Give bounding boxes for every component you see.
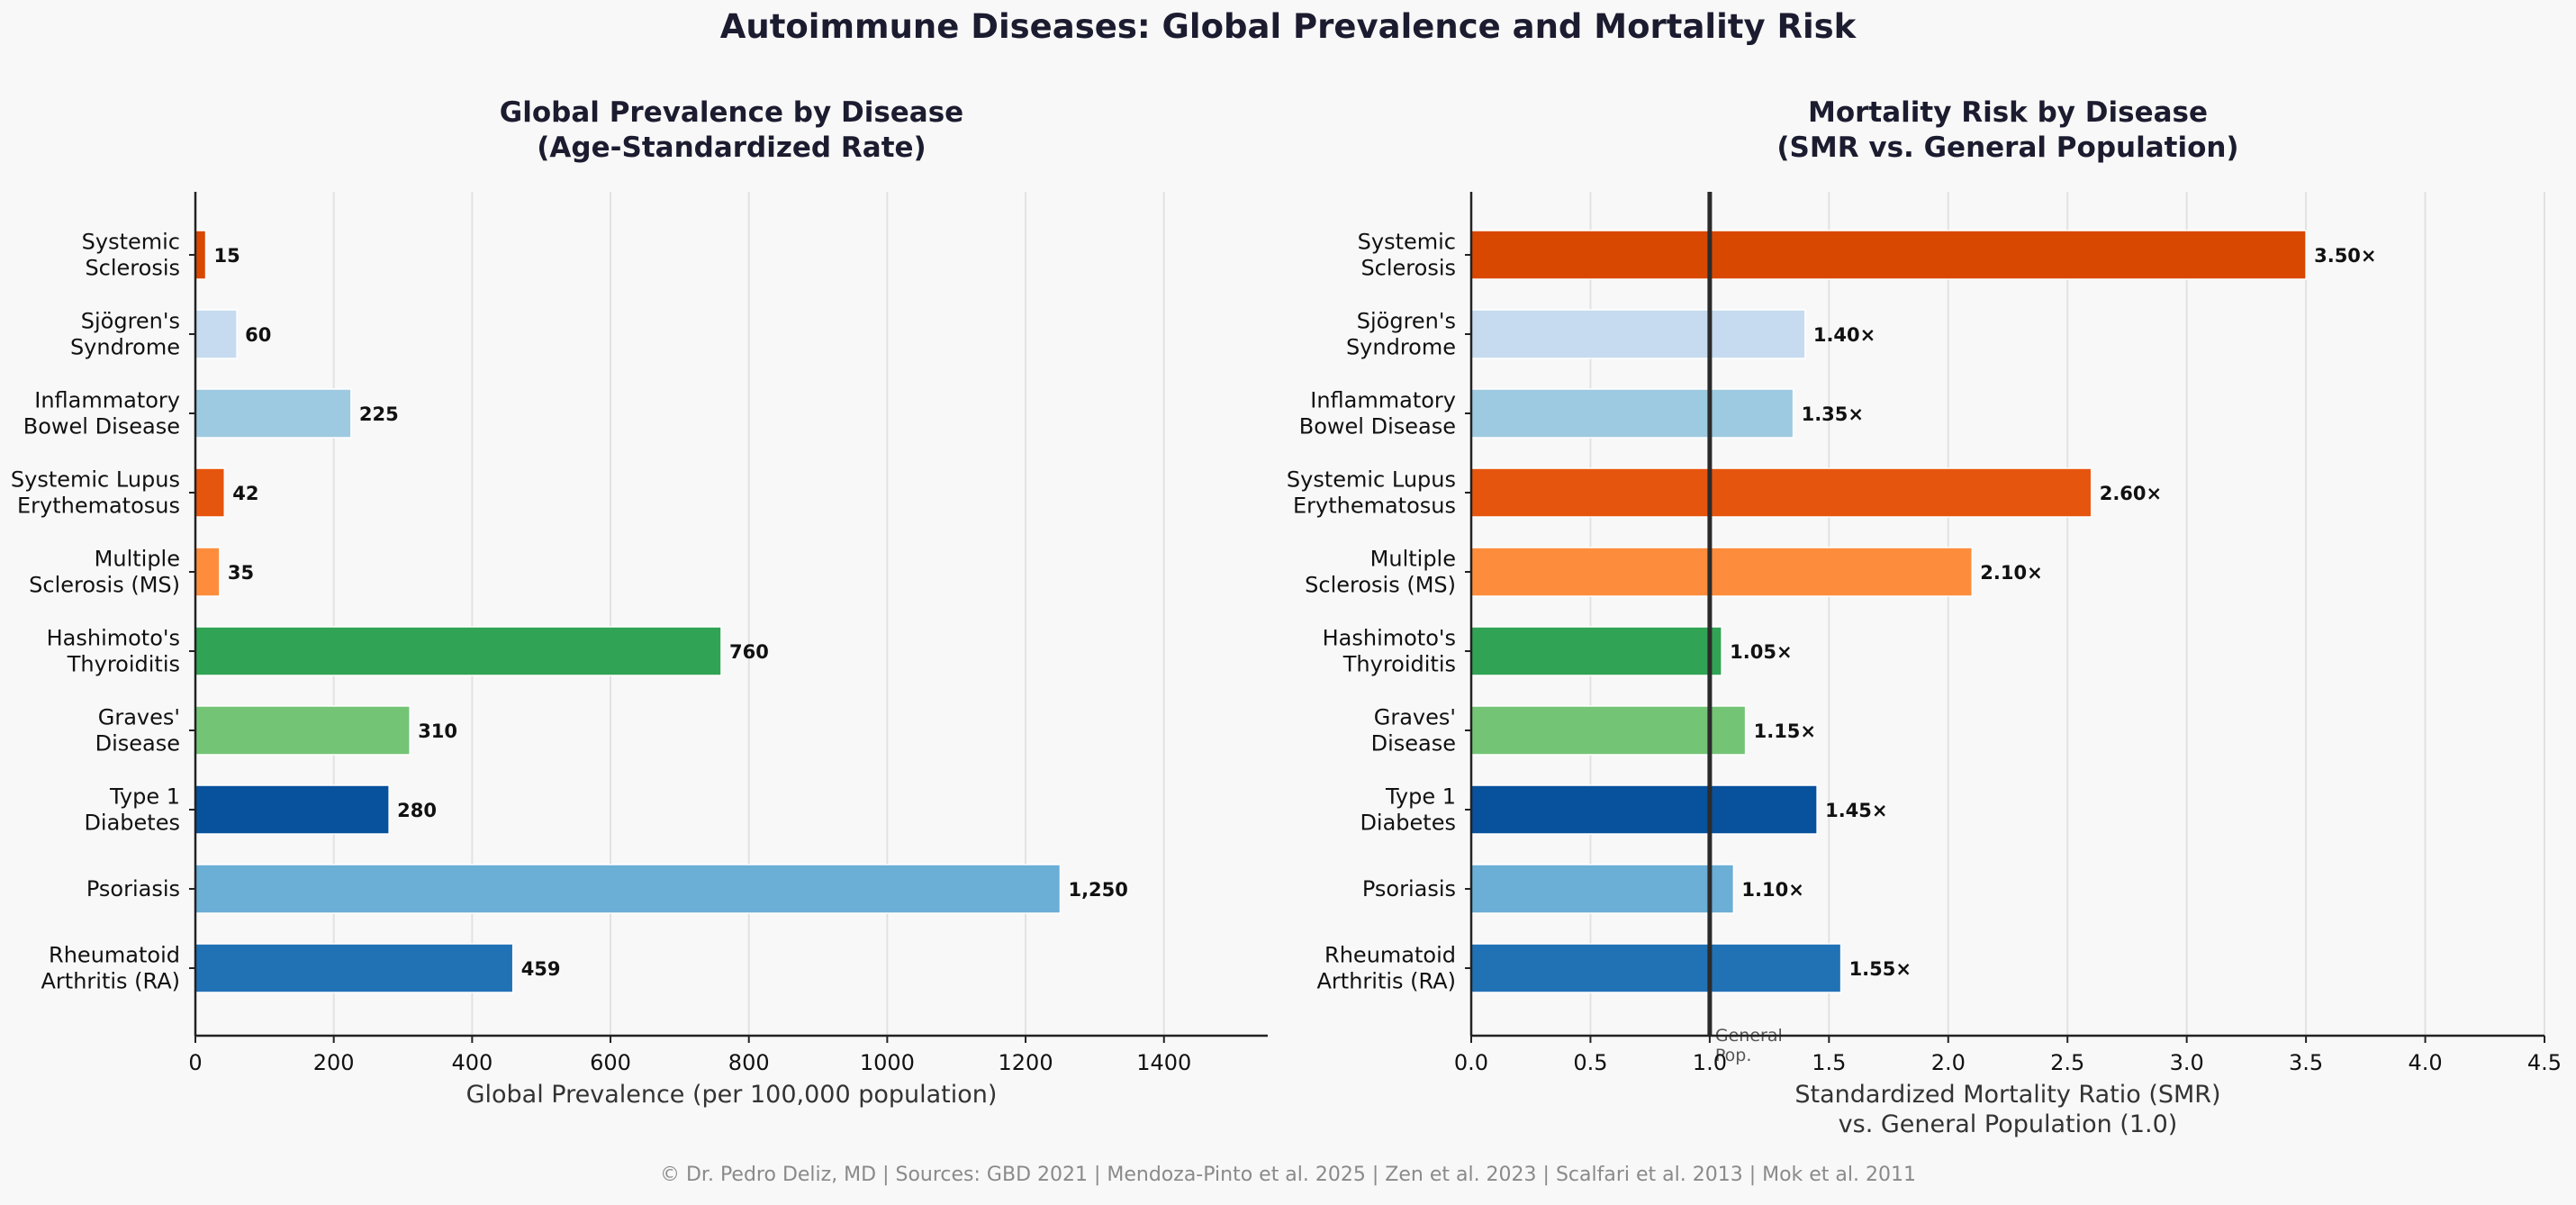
- prevalence-value-label: 760: [729, 641, 769, 663]
- prevalence-category-label: Psoriasis: [86, 876, 180, 901]
- prevalence-value-label: 225: [359, 403, 399, 425]
- prevalence-bar: [194, 626, 722, 676]
- prevalence-value-label: 42: [232, 483, 258, 504]
- mortality-bar: [1470, 626, 1722, 676]
- mortality-bar: [1470, 309, 1806, 359]
- prevalence-value-label: 459: [521, 958, 561, 980]
- prevalence-chart-title: Global Prevalence by Disease (Age-Standar…: [500, 96, 963, 164]
- prevalence-category-label: Multiple Sclerosis (MS): [29, 547, 180, 598]
- source-footer: © Dr. Pedro Deliz, MD | Sources: GBD 202…: [660, 1164, 1916, 1186]
- mortality-value-label: 1.05×: [1730, 641, 1792, 663]
- prevalence-bar: [194, 784, 390, 835]
- mortality-bar: [1470, 547, 1974, 597]
- prevalence-category-label: Systemic Lupus Erythematosus: [11, 467, 180, 519]
- mortality-xtick-label: 4.5: [2527, 1050, 2562, 1075]
- mortality-category-label: Graves' Disease: [1371, 705, 1456, 757]
- mortality-value-label: 3.50×: [2314, 245, 2376, 267]
- main-title: Autoimmune Diseases: Global Prevalence a…: [719, 7, 1857, 46]
- mortality-xtick-label: 3.5: [2289, 1050, 2323, 1075]
- prevalence-xtick-label: 400: [451, 1050, 493, 1075]
- mortality-category-label: Multiple Sclerosis (MS): [1305, 547, 1456, 598]
- mortality-xtick-label: 1.5: [1812, 1050, 1846, 1075]
- mortality-value-label: 1.40×: [1813, 324, 1876, 346]
- mortality-bar: [1470, 230, 2307, 280]
- prevalence-xtick-label: 800: [728, 1050, 770, 1075]
- mortality-value-label: 1.35×: [1802, 403, 1864, 425]
- mortality-value-label: 1.15×: [1754, 720, 1816, 742]
- mortality-chart-title: Mortality Risk by Disease (SMR vs. Genera…: [1776, 96, 2238, 164]
- mortality-xtick-label: 3.0: [2170, 1050, 2204, 1075]
- prevalence-bar: [194, 230, 207, 280]
- prevalence-category-label: Graves' Disease: [95, 705, 180, 757]
- mortality-x-axis-label: Standardized Mortality Ratio (SMR) vs. Ge…: [1794, 1081, 2220, 1138]
- mortality-bar: [1470, 705, 1747, 756]
- prevalence-category-label: Type 1 Diabetes: [84, 784, 180, 836]
- mortality-category-label: Inflammatory Bowel Disease: [1299, 388, 1456, 439]
- mortality-category-label: Psoriasis: [1362, 876, 1456, 901]
- mortality-xtick-label: 1.0: [1693, 1050, 1727, 1075]
- mortality-category-label: Rheumatoid Arthritis (RA): [1317, 943, 1457, 994]
- prevalence-xtick-label: 600: [590, 1050, 631, 1075]
- mortality-bar: [1470, 388, 1794, 439]
- mortality-xtick-label: 2.5: [2050, 1050, 2084, 1075]
- mortality-value-label: 1.10×: [1741, 879, 1803, 901]
- prevalence-value-label: 1,250: [1068, 879, 1127, 901]
- prevalence-category-label: Systemic Sclerosis: [82, 230, 180, 281]
- mortality-bar: [1470, 864, 1735, 914]
- mortality-category-label: Systemic Lupus Erythematosus: [1287, 467, 1456, 519]
- mortality-bar: [1470, 784, 1818, 835]
- mortality-category-label: Sjögren's Syndrome: [1346, 309, 1456, 360]
- mortality-xtick-label: 2.0: [1931, 1050, 1966, 1075]
- prevalence-bar: [194, 467, 226, 518]
- mortality-xtick-label: 4.0: [2408, 1050, 2442, 1075]
- prevalence-value-label: 280: [397, 800, 437, 821]
- prevalence-bar: [194, 864, 1062, 914]
- prevalence-xtick-label: 1400: [1136, 1050, 1191, 1075]
- mortality-value-label: 1.45×: [1825, 800, 1887, 821]
- prevalence-xtick-label: 1200: [999, 1050, 1053, 1075]
- mortality-value-label: 2.10×: [1980, 562, 2042, 584]
- prevalence-xtick-label: 0: [188, 1050, 202, 1075]
- prevalence-bar: [194, 309, 238, 359]
- prevalence-value-label: 60: [245, 324, 271, 346]
- mortality-xtick-label: 0.5: [1573, 1050, 1607, 1075]
- prevalence-category-label: Inflammatory Bowel Disease: [23, 388, 180, 439]
- mortality-bar: [1470, 467, 2092, 518]
- prevalence-bar: [194, 705, 411, 756]
- prevalence-xtick-label: 200: [313, 1050, 355, 1075]
- prevalence-category-label: Sjögren's Syndrome: [70, 309, 180, 360]
- prevalence-category-label: Hashimoto's Thyroiditis: [47, 626, 180, 677]
- prevalence-value-label: 35: [228, 562, 254, 584]
- prevalence-bar: [194, 388, 352, 439]
- mortality-bar: [1470, 943, 1842, 993]
- mortality-category-label: Type 1 Diabetes: [1360, 784, 1456, 836]
- mortality-xtick-label: 0.0: [1454, 1050, 1488, 1075]
- prevalence-category-label: Rheumatoid Arthritis (RA): [41, 943, 181, 994]
- prevalence-bar: [194, 943, 514, 993]
- mortality-category-label: Hashimoto's Thyroiditis: [1323, 626, 1456, 677]
- mortality-category-label: Systemic Sclerosis: [1358, 230, 1456, 281]
- prevalence-bar: [194, 547, 221, 597]
- mortality-value-label: 1.55×: [1849, 958, 1912, 980]
- prevalence-value-label: 15: [214, 245, 240, 267]
- prevalence-x-axis-label: Global Prevalence (per 100,000 populatio…: [466, 1081, 998, 1109]
- prevalence-xtick-label: 1000: [860, 1050, 915, 1075]
- prevalence-value-label: 310: [418, 720, 457, 742]
- mortality-value-label: 2.60×: [2100, 483, 2162, 504]
